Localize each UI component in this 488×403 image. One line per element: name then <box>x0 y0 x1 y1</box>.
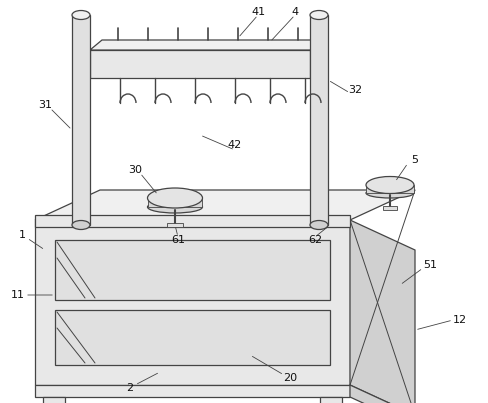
Text: 31: 31 <box>38 100 52 110</box>
Text: 12: 12 <box>453 315 467 325</box>
Text: 2: 2 <box>126 383 134 393</box>
Bar <box>320 397 342 403</box>
Ellipse shape <box>366 188 414 198</box>
Polygon shape <box>35 190 415 220</box>
Text: 11: 11 <box>11 290 25 300</box>
Ellipse shape <box>72 220 90 229</box>
Text: 32: 32 <box>348 85 362 95</box>
Text: 30: 30 <box>128 165 142 175</box>
Text: 61: 61 <box>171 235 185 245</box>
Bar <box>35 215 350 227</box>
Bar <box>55 310 330 365</box>
Polygon shape <box>90 40 322 50</box>
Bar <box>35 385 350 397</box>
Bar <box>72 15 90 225</box>
Text: 42: 42 <box>228 140 242 150</box>
Bar <box>35 220 350 385</box>
Ellipse shape <box>366 177 414 193</box>
Text: 51: 51 <box>423 260 437 270</box>
Ellipse shape <box>310 220 328 229</box>
Ellipse shape <box>147 201 203 213</box>
Polygon shape <box>350 220 415 403</box>
Text: 62: 62 <box>308 235 322 245</box>
Bar <box>167 223 183 227</box>
Bar <box>148 198 202 207</box>
Ellipse shape <box>147 188 203 208</box>
Bar <box>90 50 310 78</box>
Bar <box>383 206 397 210</box>
Bar <box>43 397 65 403</box>
Text: 20: 20 <box>283 373 297 383</box>
Text: 1: 1 <box>19 230 25 240</box>
Ellipse shape <box>310 10 328 19</box>
Text: 4: 4 <box>291 7 299 17</box>
Bar <box>366 185 414 193</box>
Text: 5: 5 <box>411 155 419 165</box>
Text: 41: 41 <box>251 7 265 17</box>
Ellipse shape <box>72 10 90 19</box>
Bar <box>310 15 328 225</box>
Bar <box>55 240 330 300</box>
Polygon shape <box>350 385 415 403</box>
